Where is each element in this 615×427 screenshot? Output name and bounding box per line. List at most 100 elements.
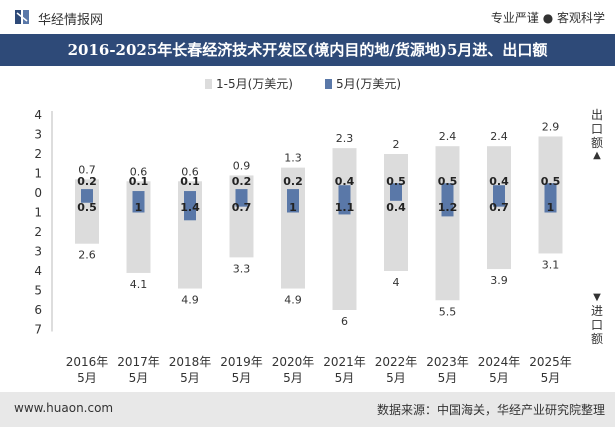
x-tick-label-year: 2019年 <box>220 355 263 369</box>
data-label-month-export: 0.2 <box>283 175 303 188</box>
data-label-month-import: 0.7 <box>489 201 509 214</box>
down-triangle-icon: ▼ <box>593 292 601 303</box>
import-axis-text: 进口额 <box>590 304 603 346</box>
bar-cumulative-import <box>384 193 408 271</box>
bar-month-export <box>287 189 299 193</box>
data-label-month-export: 0.5 <box>438 175 458 188</box>
x-tick-label-month: 5月 <box>180 371 200 385</box>
y-tick-label: 5 <box>34 284 42 298</box>
data-label-cumulative-export: 2.4 <box>439 130 457 143</box>
y-tick-label: 1 <box>34 167 42 181</box>
x-tick-label-year: 2016年 <box>66 355 109 369</box>
bar-month-import <box>338 193 351 215</box>
legend-swatch-cumulative <box>205 79 212 89</box>
bar-month-import <box>184 193 196 221</box>
data-label-cumulative-import: 2.6 <box>78 249 96 262</box>
y-tick-label: 6 <box>34 303 42 317</box>
bar-month-import <box>544 193 557 213</box>
data-label-cumulative-import: 4.1 <box>130 278 148 291</box>
data-label-month-export: 0.1 <box>180 175 200 188</box>
data-label-cumulative-export: 1.3 <box>284 152 302 165</box>
data-label-cumulative-export: 0.6 <box>130 165 148 178</box>
data-label-cumulative-import: 6 <box>341 315 348 328</box>
data-label-month-import: 0.7 <box>232 201 252 214</box>
y-tick-label: 4 <box>34 264 42 278</box>
data-label-cumulative-import: 5.5 <box>439 305 457 318</box>
x-tick-label-year: 2023年 <box>426 355 469 369</box>
y-tick-label: 0 <box>34 186 42 200</box>
bar-month-export <box>493 185 505 193</box>
y-tick-label: 2 <box>34 225 42 239</box>
import-axis-label: ▼ 进口额 <box>590 292 604 346</box>
data-source: 数据来源：中国海关，华经产业研究院整理 <box>376 403 605 417</box>
data-label-month-import: 1 <box>135 201 143 214</box>
data-label-cumulative-export: 0.7 <box>78 163 96 176</box>
brand-name: 华经情报网 <box>38 13 104 28</box>
data-label-month-import: 0.5 <box>77 201 97 214</box>
tagline: 专业严谨 ● 客观科学 <box>490 11 605 25</box>
x-tick-label-month: 5月 <box>541 371 561 385</box>
up-triangle-icon: ▲ <box>593 150 601 161</box>
y-tick-label: 1 <box>34 206 42 220</box>
x-tick-label-year: 2021年 <box>323 355 366 369</box>
bar-month-import <box>235 193 248 207</box>
x-tick-label-year: 2025年 <box>529 355 572 369</box>
data-label-cumulative-export: 0.6 <box>181 165 199 178</box>
bar-month-import <box>493 193 505 207</box>
chart-area: 1-5月(万美元) 5月(万美元) 4 3 2 1 0 1 2 3 4 5 6 7 0.7 2.6 0.2 0.5… <box>34 77 572 385</box>
x-tick-label-month: 5月 <box>283 371 303 385</box>
data-label-month-import: 0.4 <box>386 201 406 214</box>
bar-month-export <box>390 183 402 193</box>
data-label-month-import: 1.4 <box>180 201 200 214</box>
bar-month-export <box>81 189 93 193</box>
x-tick-label-year: 2018年 <box>169 355 212 369</box>
footer-bar: www.huaon.com 数据来源：中国海关，华经产业研究院整理 <box>0 392 615 427</box>
x-tick-label-year: 2020年 <box>272 355 315 369</box>
chart-title: 2016-2025年长春经济技术开发区(境内目的地/货源地)5月进、出口额 <box>67 41 548 59</box>
y-tick-label: 2 <box>34 147 42 161</box>
bar-month-export <box>132 191 145 193</box>
data-label-month-export: 0.4 <box>335 175 355 188</box>
x-tick-label-month: 5月 <box>335 371 355 385</box>
data-label-cumulative-export: 2.3 <box>336 132 354 145</box>
data-label-cumulative-import: 3.1 <box>542 258 560 271</box>
data-label-cumulative-export: 2 <box>393 138 400 151</box>
data-label-month-export: 0.5 <box>386 175 406 188</box>
legend-swatch-month <box>325 79 332 89</box>
data-label-month-export: 0.2 <box>232 175 252 188</box>
data-label-cumulative-import: 3.3 <box>233 262 251 275</box>
data-label-month-export: 0.2 <box>77 175 97 188</box>
bar-month-export <box>184 191 196 193</box>
bar-cumulative-export <box>281 167 305 193</box>
data-label-month-export: 0.1 <box>129 175 149 188</box>
bar-month-import <box>390 193 402 201</box>
data-label-cumulative-import: 4 <box>393 276 400 289</box>
data-label-cumulative-export: 2.9 <box>542 120 560 133</box>
huajing-logo-icon <box>15 10 29 24</box>
x-tick-label-year: 2017年 <box>117 355 160 369</box>
bar-month-export <box>544 183 557 193</box>
data-label-month-import: 1 <box>289 201 297 214</box>
data-label-month-export: 0.4 <box>489 175 509 188</box>
x-tick-label-month: 5月 <box>386 371 406 385</box>
bar-month-import <box>132 193 145 213</box>
data-label-month-import: 1.1 <box>335 201 355 214</box>
x-tick-label-month: 5月 <box>129 371 149 385</box>
export-axis-label: 出口额 ▲ <box>590 108 604 162</box>
data-label-month-import: 1 <box>547 201 555 214</box>
bar-month-export <box>338 185 351 193</box>
bar-month-export <box>441 183 454 193</box>
bar-month-export <box>235 189 248 193</box>
bar-month-import <box>287 193 299 213</box>
x-tick-label-year: 2024年 <box>478 355 521 369</box>
x-tick-label-month: 5月 <box>438 371 458 385</box>
header-bar: 华经情报网 专业严谨 ● 客观科学 <box>0 0 615 34</box>
site-url[interactable]: www.huaon.com <box>14 401 114 415</box>
bar-cumulative-export <box>229 175 254 193</box>
bar-month-import <box>81 193 93 203</box>
y-tick-label: 7 <box>34 323 42 337</box>
data-label-cumulative-export: 2.4 <box>490 130 508 143</box>
legend-label-cumulative: 1-5月(万美元) <box>216 77 293 91</box>
y-tick-label: 3 <box>34 245 42 259</box>
data-label-month-export: 0.5 <box>541 175 561 188</box>
